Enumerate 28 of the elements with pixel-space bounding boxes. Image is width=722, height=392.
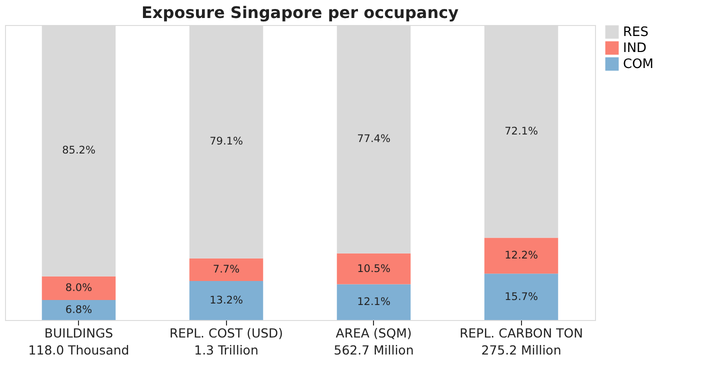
x-tick-label: REPL. CARBON TON 275.2 Million: [460, 326, 583, 358]
chart-title: Exposure Singapore per occupancy: [142, 3, 460, 22]
data-label: 77.4%: [357, 133, 390, 146]
bar: [42, 276, 116, 300]
legend-label: COM: [623, 57, 654, 72]
data-label: 10.5%: [357, 262, 390, 275]
data-label: 6.8%: [65, 304, 92, 316]
data-label: 12.2%: [504, 250, 538, 262]
bar: [189, 281, 264, 320]
data-label: 8.0%: [65, 282, 92, 294]
x-tick-label: REPL. COST (USD) 1.3 Trillion: [169, 326, 284, 358]
data-label: 7.7%: [212, 264, 240, 276]
data-label: 85.2%: [62, 144, 96, 157]
bar: [42, 300, 116, 320]
x-tick-label: BUILDINGS 118.0 Thousand: [28, 326, 130, 358]
x-tick-label: AREA (SQM) 562.7 Million: [334, 326, 414, 358]
bar: [336, 284, 411, 320]
data-label: 72.1%: [504, 125, 538, 138]
legend-label: IND: [623, 41, 647, 56]
data-label: 15.7%: [504, 290, 538, 303]
data-label: 79.1%: [210, 136, 243, 148]
bar: [484, 238, 558, 274]
bar: [336, 253, 411, 284]
data-label: 13.2%: [210, 294, 243, 307]
data-label: 12.1%: [357, 296, 390, 308]
bar: [484, 274, 558, 320]
legend-label: RES: [623, 25, 648, 40]
bar: [189, 258, 264, 282]
